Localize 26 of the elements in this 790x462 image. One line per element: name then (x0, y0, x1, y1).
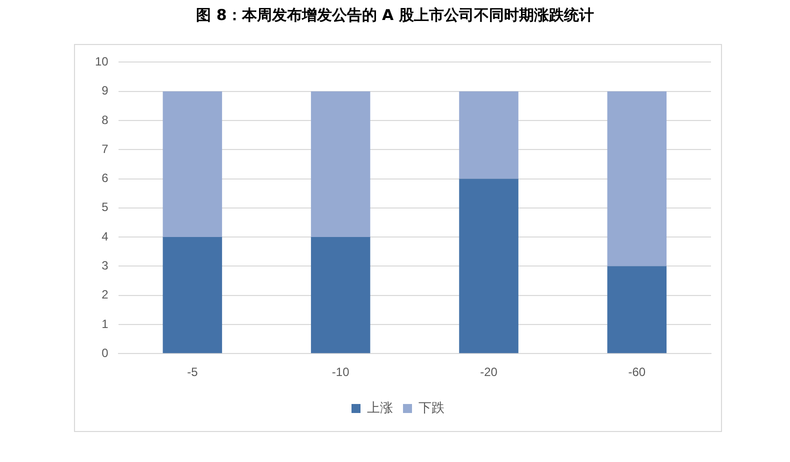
y-tick-label: 4 (102, 229, 109, 244)
y-tick-label: 7 (102, 142, 109, 156)
bar (162, 91, 222, 238)
y-tick-label: 9 (102, 84, 109, 98)
legend-label: 上涨 (367, 400, 393, 416)
y-tick-label: 8 (102, 112, 109, 127)
bar (459, 178, 518, 354)
y-tick-label: 10 (94, 54, 109, 69)
bar (459, 91, 518, 179)
bar (607, 91, 667, 266)
bar (310, 91, 370, 238)
x-tick-label: -20 (480, 365, 498, 380)
bar (162, 237, 222, 354)
x-tick-label: -60 (628, 365, 646, 380)
y-tick-label: 6 (102, 171, 109, 186)
bar (607, 266, 667, 354)
legend-label: 下跌 (418, 400, 444, 416)
y-tick-label: 2 (102, 288, 109, 302)
y-tick-label: 5 (102, 200, 109, 214)
y-tick-label: 1 (102, 316, 109, 331)
x-tick-label: -5 (187, 365, 198, 380)
x-tick-label: -10 (332, 365, 350, 380)
bar (310, 237, 370, 354)
y-tick-label: 0 (102, 346, 109, 360)
y-tick-label: 3 (102, 258, 109, 272)
chart-title: 图 8：本周发布增发公告的 A 股上市公司不同时期涨跌统计 (195, 6, 595, 25)
